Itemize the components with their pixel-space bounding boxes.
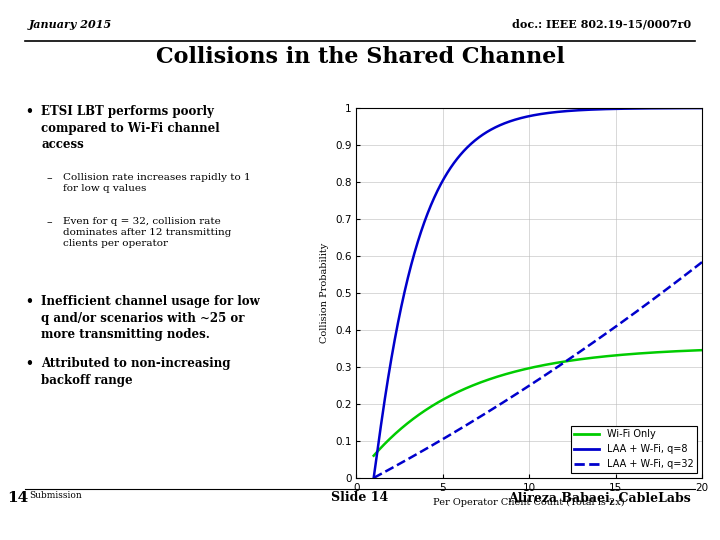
LAA + W-Fi, q=8 xyxy=(450,159,459,165)
Text: Slide 14: Slide 14 xyxy=(331,491,389,504)
LAA + W-Fi, q=32 xyxy=(698,259,706,265)
Text: –: – xyxy=(47,173,53,183)
Wi-Fi Only xyxy=(369,453,378,459)
LAA + W-Fi, q=32 xyxy=(641,302,649,308)
Wi-Fi Only xyxy=(488,375,497,381)
Text: •: • xyxy=(25,295,33,308)
Wi-Fi Only xyxy=(585,355,593,361)
Line: LAA + W-Fi, q=8: LAA + W-Fi, q=8 xyxy=(374,108,702,478)
Text: •: • xyxy=(25,105,33,118)
Text: ETSI LBT performs poorly
compared to Wi-Fi channel
access: ETSI LBT performs poorly compared to Wi-… xyxy=(41,105,220,151)
LAA + W-Fi, q=32 xyxy=(488,406,497,412)
LAA + W-Fi, q=8 xyxy=(369,475,378,481)
Text: Alireza Babaei, CableLabs: Alireza Babaei, CableLabs xyxy=(508,491,691,504)
LAA + W-Fi, q=8 xyxy=(464,143,473,150)
Line: Wi-Fi Only: Wi-Fi Only xyxy=(374,350,702,456)
X-axis label: Per Operator Client Count (Total is 2x): Per Operator Client Count (Total is 2x) xyxy=(433,498,625,508)
Wi-Fi Only xyxy=(450,390,459,397)
Text: Even for q = 32, collision rate
dominates after 12 transmitting
clients per oper: Even for q = 32, collision rate dominate… xyxy=(63,217,231,248)
LAA + W-Fi, q=8 xyxy=(488,125,497,132)
Wi-Fi Only xyxy=(580,355,589,362)
Wi-Fi Only xyxy=(464,384,473,390)
LAA + W-Fi, q=32 xyxy=(450,429,459,435)
LAA + W-Fi, q=32 xyxy=(580,345,589,352)
Text: Collision rate increases rapidly to 1
for low q values: Collision rate increases rapidly to 1 fo… xyxy=(63,173,251,193)
LAA + W-Fi, q=8 xyxy=(641,105,649,112)
Legend: Wi-Fi Only, LAA + W-Fi, q=8, LAA + W-Fi, q=32: Wi-Fi Only, LAA + W-Fi, q=8, LAA + W-Fi,… xyxy=(570,426,697,473)
LAA + W-Fi, q=8 xyxy=(580,107,589,113)
Text: Collisions in the Shared Channel: Collisions in the Shared Channel xyxy=(156,46,564,68)
LAA + W-Fi, q=32 xyxy=(369,475,378,481)
LAA + W-Fi, q=32 xyxy=(464,421,473,427)
Text: doc.: IEEE 802.19-15/0007r0: doc.: IEEE 802.19-15/0007r0 xyxy=(512,19,691,30)
Text: Submission: Submission xyxy=(29,491,81,501)
Text: Attributed to non-increasing
backoff range: Attributed to non-increasing backoff ran… xyxy=(41,357,230,387)
Text: –: – xyxy=(47,217,53,227)
Y-axis label: Collision Probability: Collision Probability xyxy=(320,243,330,343)
LAA + W-Fi, q=8 xyxy=(698,105,706,111)
LAA + W-Fi, q=32 xyxy=(585,342,593,349)
LAA + W-Fi, q=8 xyxy=(585,106,593,113)
Text: Inefficient channel usage for low
q and/or scenarios with ~25 or
more transmitti: Inefficient channel usage for low q and/… xyxy=(41,295,260,341)
Line: LAA + W-Fi, q=32: LAA + W-Fi, q=32 xyxy=(374,262,702,478)
Text: 14: 14 xyxy=(7,491,29,505)
Wi-Fi Only xyxy=(698,347,706,353)
Text: •: • xyxy=(25,357,33,370)
Text: January 2015: January 2015 xyxy=(29,19,112,30)
Wi-Fi Only xyxy=(641,350,649,356)
